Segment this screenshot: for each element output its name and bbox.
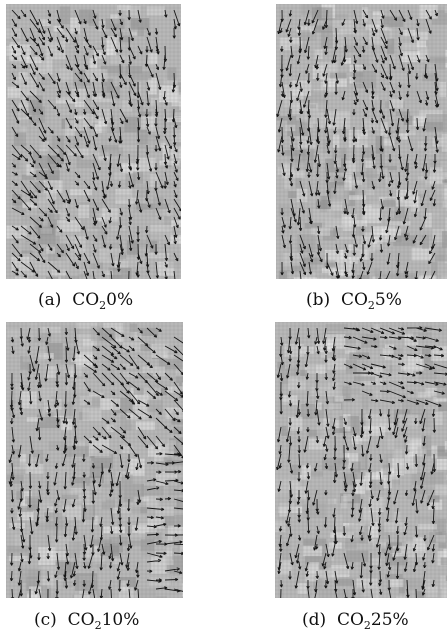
- panel-d-subscript: 2: [363, 619, 371, 632]
- panel-c-letter: (c): [34, 610, 57, 630]
- panel-b-caption: (b) CO25%: [306, 290, 402, 312]
- panel-a-caption: (a) CO20%: [38, 290, 134, 312]
- panel-c-caption: (c) CO210%: [34, 610, 140, 632]
- vector-field-image-c: [6, 322, 183, 598]
- panel-d-vector-field: [275, 322, 447, 598]
- panel-d-caption: (d) CO225%: [302, 610, 409, 632]
- panel-c-formula: CO: [67, 610, 95, 630]
- panel-d-formula: CO: [336, 610, 364, 630]
- panel-b-value: 5%: [374, 290, 402, 310]
- panel-c-value: 10%: [101, 610, 140, 630]
- panel-a-vector-field: [6, 4, 181, 279]
- panel-d-letter: (d): [302, 610, 327, 630]
- panel-a-letter: (a): [38, 290, 62, 310]
- panel-b-subscript: 2: [367, 299, 375, 312]
- vector-field-image-d: [275, 322, 447, 598]
- vector-field-image-b: [276, 4, 447, 279]
- panel-c-vector-field: [6, 322, 183, 598]
- vector-field-image-a: [6, 4, 181, 279]
- panel-b-formula: CO: [340, 290, 368, 310]
- panel-a-formula: CO: [72, 290, 100, 310]
- panel-b-vector-field: [276, 4, 447, 279]
- panel-a-subscript: 2: [99, 299, 107, 312]
- panel-d-value: 25%: [370, 610, 409, 630]
- panel-a-value: 0%: [106, 290, 134, 310]
- panel-b-letter: (b): [306, 290, 331, 310]
- panel-c-subscript: 2: [94, 619, 102, 632]
